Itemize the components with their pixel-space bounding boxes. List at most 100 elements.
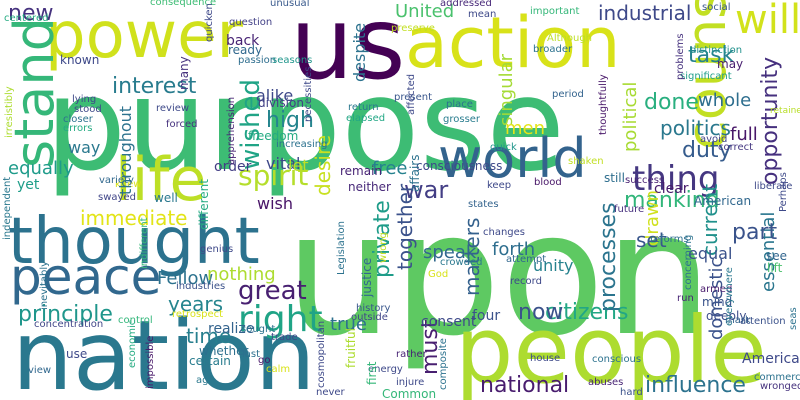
cloud-word: blood: [534, 177, 562, 188]
cloud-word: distinction: [690, 45, 743, 56]
cloud-word: influence: [645, 373, 746, 398]
cloud-word: liberate: [754, 181, 793, 192]
cloud-word: future: [614, 204, 645, 215]
cloud-word: energy: [368, 364, 403, 375]
cloud-word: remain: [340, 164, 383, 178]
cloud-word: quick: [490, 142, 517, 153]
cloud-word: conscious: [592, 354, 642, 365]
cloud-word: review: [156, 103, 190, 114]
cloud-word: elapsed: [346, 113, 386, 124]
cloud-word: God: [428, 269, 449, 280]
cloud-word: speak: [423, 242, 477, 263]
cloud-word: outside: [351, 312, 388, 323]
cloud-word: political: [620, 81, 641, 152]
cloud-word: realize: [208, 321, 255, 337]
cloud-word: freedom: [248, 129, 299, 143]
cloud-word: way: [68, 138, 101, 157]
cloud-word: may: [717, 57, 744, 71]
cloud-word: composite: [438, 338, 449, 390]
cloud-word: go: [258, 355, 271, 366]
cloud-word: let: [288, 156, 309, 175]
cloud-word: avoid: [700, 134, 728, 145]
cloud-word: justice: [360, 257, 374, 297]
cloud-word: preserve: [391, 23, 435, 34]
cloud-word: period: [552, 89, 584, 100]
cloud-word: everywhere: [724, 267, 735, 326]
cloud-word: social: [702, 2, 731, 13]
cloud-word: crowded: [440, 257, 483, 268]
cloud-word: question: [229, 17, 273, 28]
cloud-word: retrospect: [172, 309, 224, 320]
cloud-word: power: [45, 0, 243, 73]
cloud-word: equally: [8, 158, 74, 179]
cloud-word: record: [510, 276, 542, 287]
cloud-word: economic: [127, 319, 138, 368]
cloud-word: variety: [99, 175, 134, 186]
cloud-word: abuses: [588, 377, 624, 388]
cloud-word: order: [214, 159, 252, 175]
cloud-word: run: [677, 293, 694, 304]
cloud-word: still: [604, 171, 625, 185]
cloud-word: vital: [266, 154, 301, 173]
cloud-word: people: [455, 297, 767, 400]
cloud-word: certain: [189, 354, 231, 368]
cloud-word: forced: [166, 119, 198, 130]
cloud-word: view: [28, 365, 52, 376]
cloud-word: war: [404, 176, 449, 204]
cloud-word: task: [688, 43, 735, 68]
cloud-word: stand: [3, 17, 66, 168]
cloud-word: concerning: [683, 234, 694, 290]
cloud-word: whether: [199, 344, 249, 358]
cloud-word: full: [730, 124, 758, 145]
cloud-word: equal: [688, 244, 733, 263]
cloud-word: problems: [675, 33, 686, 80]
cloud-word: affairs: [408, 154, 422, 193]
cloud-word: inevitably: [39, 260, 50, 310]
cloud-word: right: [238, 299, 323, 340]
cloud-word: quicken: [204, 3, 215, 42]
cloud-word: upon: [285, 176, 713, 374]
cloud-word: history: [356, 303, 391, 314]
cloud-word: lying: [72, 94, 97, 105]
cloud-word: back: [226, 33, 260, 49]
cloud-word: part: [732, 220, 778, 245]
cloud-word: clear: [654, 181, 689, 197]
cloud-word: independent: [2, 176, 13, 240]
cloud-word: consequence: [150, 0, 217, 8]
cloud-word: retained: [770, 106, 800, 116]
cloud-word: indifferent: [139, 217, 150, 269]
cloud-word: hard: [620, 387, 643, 398]
cloud-word: use: [66, 347, 88, 361]
cloud-word: duty: [682, 138, 732, 163]
cloud-word: consciousness: [416, 159, 503, 173]
cloud-word: national: [480, 373, 570, 398]
cloud-word: swayed: [98, 192, 136, 203]
cloud-word: time: [186, 324, 232, 348]
cloud-word: neither: [348, 180, 391, 194]
cloud-word: seasons: [272, 55, 313, 66]
cloud-word: centered: [4, 13, 49, 24]
cloud-word: place: [446, 99, 473, 110]
cloud-word: control: [118, 315, 153, 326]
cloud-word: cosmopolitan: [316, 320, 327, 388]
cloud-word: Legislation: [336, 221, 347, 275]
cloud-word: new: [8, 1, 54, 26]
cloud-word: closer: [63, 114, 93, 125]
cloud-word: first: [365, 361, 379, 385]
cloud-word: despite: [350, 22, 369, 82]
cloud-word: four: [472, 308, 501, 324]
cloud-word: Fellow: [157, 268, 214, 289]
cloud-word: different: [197, 179, 211, 230]
cloud-word: many: [177, 56, 191, 90]
cloud-word: citizens: [545, 300, 629, 325]
cloud-word: years: [168, 292, 224, 316]
cloud-word: changes: [483, 227, 526, 238]
cloud-word: significant: [680, 71, 732, 82]
cloud-word: correct: [718, 142, 754, 153]
cloud-word: well: [154, 191, 178, 205]
cloud-word: fruitful: [344, 328, 358, 368]
cloud-word: attention: [740, 316, 786, 327]
cloud-word: men: [505, 118, 546, 139]
cloud-word: processes: [596, 202, 621, 312]
cloud-word: necessities: [303, 66, 314, 122]
